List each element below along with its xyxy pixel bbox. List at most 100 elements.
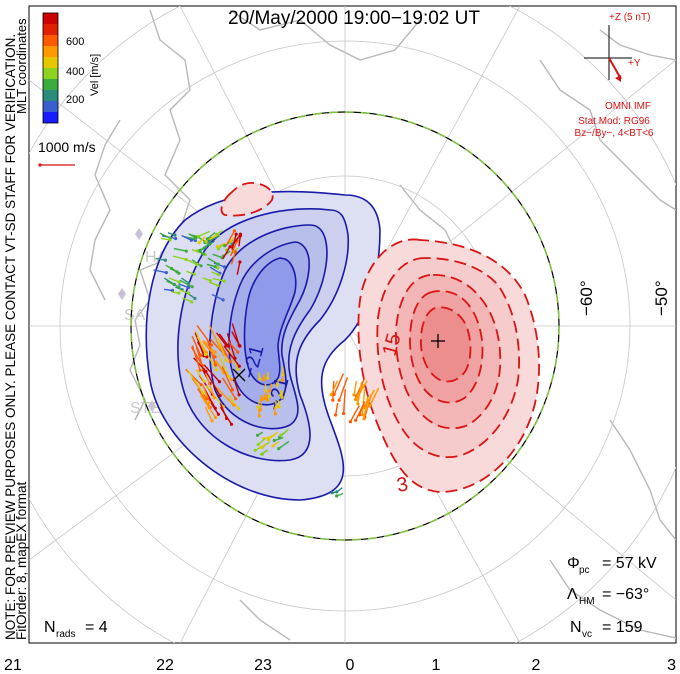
velocity-vector-origin bbox=[234, 232, 238, 236]
velocity-vector bbox=[353, 380, 358, 395]
velocity-vector bbox=[198, 237, 210, 245]
velocity-vector-origin bbox=[277, 405, 281, 409]
velocity-vector bbox=[217, 388, 234, 406]
contour-label-3: 3 bbox=[395, 473, 410, 497]
velocity-vector-origin bbox=[190, 285, 194, 289]
lambda-symbol: Λ bbox=[567, 586, 578, 603]
velocity-vector bbox=[233, 378, 240, 396]
velocity-vector-origin bbox=[204, 239, 208, 243]
velocity-vector bbox=[359, 401, 365, 416]
velocity-vector-origin bbox=[273, 412, 277, 416]
velocity-vector-origin bbox=[215, 232, 219, 236]
velocity-vector bbox=[172, 255, 187, 261]
velocity-vector-origin bbox=[238, 232, 243, 236]
mlt-tick-label: 0 bbox=[346, 657, 355, 674]
velocity-vector-origin bbox=[212, 396, 216, 400]
potential-minimum-marker bbox=[232, 368, 246, 382]
velocity-vector-origin bbox=[229, 377, 233, 381]
velocity-vector bbox=[222, 246, 231, 260]
latitude-label-50: −50° bbox=[652, 280, 671, 316]
mlt-axis: 21 22 23 0 1 2 3 bbox=[4, 657, 676, 674]
velocity-vector-origin bbox=[238, 260, 242, 264]
phi-subscript: pc bbox=[579, 565, 590, 576]
velocity-vector-origin bbox=[227, 375, 231, 379]
velocity-vector bbox=[369, 387, 380, 407]
velocity-vector-origin bbox=[236, 350, 240, 354]
velocity-vector-origin bbox=[362, 417, 366, 421]
positive-potential-cell bbox=[220, 181, 540, 493]
velocity-vector bbox=[196, 324, 212, 346]
velocity-vector-origin bbox=[163, 258, 167, 262]
velocity-vector-origin bbox=[231, 403, 235, 407]
velocity-vector bbox=[225, 230, 236, 247]
velocity-vector-origin bbox=[222, 279, 226, 283]
velocity-vector bbox=[159, 232, 171, 239]
velocity-vector-origin bbox=[192, 272, 196, 276]
velocity-vector-origin bbox=[268, 389, 272, 393]
velocity-vector-origin bbox=[205, 397, 209, 401]
velocity-vector-origin bbox=[194, 235, 198, 240]
velocity-vector bbox=[215, 359, 225, 373]
velocity-vector-origin bbox=[356, 402, 360, 406]
phi-value: = 57 kV bbox=[602, 555, 657, 572]
velocity-vector-origin bbox=[236, 367, 240, 371]
imf-y-label: +Y bbox=[628, 58, 641, 69]
velocity-vector-origin bbox=[237, 343, 241, 347]
velocity-vector-origin bbox=[263, 396, 267, 401]
velocity-vector bbox=[222, 377, 237, 400]
velocity-vector bbox=[217, 354, 230, 377]
lambda-value: = −63° bbox=[602, 586, 649, 603]
velocity-vector bbox=[229, 240, 238, 257]
velocity-vector bbox=[166, 280, 180, 288]
velocity-colorbar bbox=[42, 12, 59, 124]
velocity-vector bbox=[201, 384, 211, 404]
velocity-vector bbox=[153, 269, 167, 274]
stat-lambda-hm: Λ HM = −63° bbox=[567, 586, 649, 607]
velocity-vector-origin bbox=[228, 360, 232, 364]
velocity-vector bbox=[278, 440, 290, 450]
velocity-vector-origin bbox=[354, 418, 358, 422]
colorbar-swatch bbox=[43, 90, 58, 101]
velocity-vector-origin bbox=[213, 406, 217, 410]
latitude-label-60: −60° bbox=[577, 280, 596, 316]
velocity-vector bbox=[205, 385, 224, 408]
station-markers bbox=[118, 228, 156, 412]
velocity-vector bbox=[330, 380, 339, 396]
velocity-vector-origin bbox=[267, 437, 271, 442]
velocity-vector-origin bbox=[210, 419, 214, 423]
velocity-vector-origin bbox=[197, 241, 201, 245]
velocity-vector bbox=[168, 277, 180, 283]
hm-boundary-dashes bbox=[130, 111, 560, 541]
velocity-vector-origin bbox=[266, 398, 270, 402]
mlt-tick-label: 23 bbox=[254, 657, 272, 674]
velocity-vector bbox=[226, 333, 236, 359]
velocity-vector-origin bbox=[177, 285, 181, 289]
velocity-vector bbox=[155, 257, 166, 261]
velocity-vector-origin bbox=[332, 392, 336, 396]
velocity-vector bbox=[195, 369, 205, 382]
velocity-vector-origin bbox=[258, 377, 262, 381]
velocity-vector bbox=[238, 235, 241, 247]
velocity-scale-label: 1000 m/s bbox=[38, 139, 96, 155]
velocity-vector-origin bbox=[214, 368, 219, 372]
velocity-vector bbox=[179, 279, 193, 288]
velocity-vector bbox=[200, 394, 217, 418]
velocity-vector bbox=[209, 266, 221, 274]
velocity-vector-origin bbox=[216, 262, 220, 266]
velocity-vector bbox=[333, 373, 345, 395]
velocity-vector-origin bbox=[342, 411, 346, 416]
velocity-vector-origin bbox=[189, 238, 193, 242]
velocity-vector bbox=[210, 338, 225, 355]
colorbar-swatch bbox=[43, 79, 58, 90]
velocity-vector-origin bbox=[209, 343, 213, 347]
velocity-vector-origin bbox=[213, 363, 218, 367]
stat-n-rads: N rads = 4 bbox=[44, 619, 108, 640]
velocity-vector-origin bbox=[202, 379, 206, 383]
station-ste: STE bbox=[130, 400, 161, 417]
phi-symbol: Φ bbox=[567, 555, 580, 572]
velocity-vector bbox=[236, 261, 241, 275]
velocity-vector-origin bbox=[190, 300, 194, 304]
velocity-vector-origin bbox=[271, 444, 275, 448]
velocity-vector-origin bbox=[218, 394, 222, 398]
velocity-vector-origin bbox=[170, 288, 175, 293]
